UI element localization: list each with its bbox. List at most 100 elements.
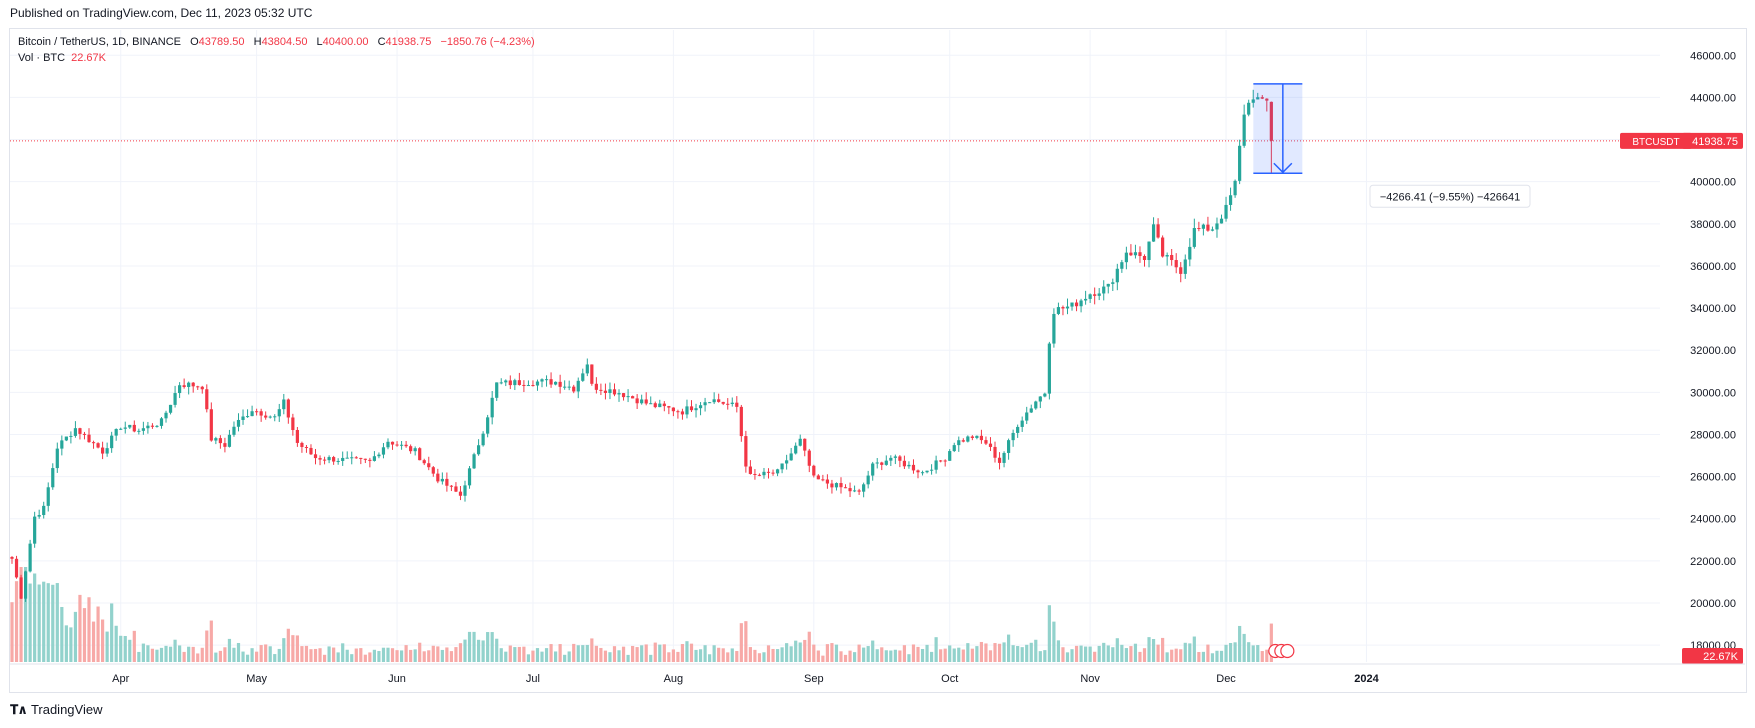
volume-bar	[264, 644, 268, 662]
candle-body	[187, 382, 191, 388]
volume-bar	[594, 645, 598, 662]
measure-tool[interactable]: −4266.41 (−9.55%) −426641	[1253, 83, 1531, 208]
volume-bar	[1129, 646, 1133, 662]
low-value: 40400.00	[322, 36, 369, 48]
volume-bar	[1215, 650, 1219, 662]
volume-bar	[803, 639, 807, 662]
volume-bar	[386, 647, 390, 662]
tradingview-brand[interactable]: 𝐓∧ TradingView	[10, 702, 102, 718]
price-tick-label: 40000.00	[1690, 177, 1736, 189]
candle-body	[504, 380, 508, 383]
candle-body	[259, 411, 263, 416]
volume-bar	[1124, 648, 1128, 662]
legend-volume-row: Vol · BTC 22.67K	[18, 50, 535, 66]
volume-bar	[757, 653, 762, 662]
candle-body	[558, 381, 562, 387]
candle-body	[1056, 307, 1061, 314]
volume-tag-box	[1682, 648, 1743, 664]
candle-body	[576, 380, 580, 392]
volume-bar	[55, 583, 59, 662]
volume-bar	[1224, 644, 1228, 662]
candle-body	[55, 448, 59, 469]
candle-body	[291, 417, 295, 431]
close-key: C	[377, 36, 386, 48]
candle-body	[481, 433, 485, 446]
high-value: 43804.50	[261, 36, 308, 48]
candle-body	[911, 464, 916, 471]
volume-bar	[422, 651, 426, 662]
candle-body	[91, 442, 96, 444]
volume-bar	[1025, 644, 1029, 662]
volume-bar	[51, 584, 55, 662]
candle-body	[409, 446, 413, 452]
volume-bar	[23, 567, 28, 662]
volume-bar	[993, 643, 997, 662]
volume-bar	[508, 645, 512, 662]
volume-bar	[671, 649, 675, 662]
volume-bar	[1093, 651, 1097, 662]
price-tick-label: 20000.00	[1690, 598, 1736, 610]
candle-body	[1111, 282, 1115, 284]
candle-body	[69, 435, 73, 437]
time-tick-label: Oct	[941, 673, 958, 685]
candle-body	[395, 444, 399, 446]
candle-body	[952, 445, 956, 452]
candle-body	[508, 380, 512, 386]
candle-body	[218, 438, 222, 444]
candle-body	[780, 463, 784, 470]
candle-body	[590, 364, 594, 384]
candle-body	[209, 409, 213, 441]
chart-frame	[9, 28, 1747, 693]
candle-body	[28, 543, 32, 572]
volume-bar	[1238, 625, 1242, 662]
candle-body	[929, 469, 934, 471]
volume-bar	[304, 645, 309, 662]
volume-bar	[825, 644, 829, 662]
candle-body	[96, 443, 100, 448]
volume-value: 22.67K	[71, 52, 106, 64]
volume-bar	[748, 647, 752, 662]
candle-body	[377, 454, 381, 457]
candle-body	[948, 451, 952, 461]
candle-body	[304, 447, 309, 449]
price-tick-label: 44000.00	[1690, 92, 1736, 104]
candle-body	[712, 399, 716, 403]
volume-bar	[60, 606, 64, 662]
volume-bar	[141, 643, 145, 662]
volume-bar	[1029, 642, 1033, 662]
volume-bar	[499, 648, 503, 662]
volume-bar	[1079, 645, 1083, 662]
price-tick-label: 30000.00	[1690, 387, 1736, 399]
candle-body	[744, 436, 748, 467]
candle-body	[517, 380, 521, 385]
candle-body	[1142, 256, 1147, 261]
volume-bar	[979, 641, 984, 662]
candle-body	[1179, 267, 1183, 274]
volume-bar	[929, 651, 934, 662]
candle-body	[499, 382, 503, 384]
volume-bar	[173, 639, 177, 662]
volume-bar	[694, 649, 698, 662]
measure-label-box	[1369, 184, 1531, 208]
volume-bar	[395, 650, 399, 662]
volume-bar	[1179, 649, 1183, 662]
high-key: H	[253, 36, 262, 48]
volume-bar	[381, 647, 386, 662]
volume-bar	[1038, 651, 1042, 662]
candle-body	[535, 381, 540, 386]
volume-bar	[128, 639, 132, 662]
candle-body	[1043, 393, 1047, 397]
volume-bar	[621, 646, 626, 662]
volume-bar	[200, 647, 204, 662]
candle-body	[957, 440, 961, 446]
candle-body	[735, 402, 739, 407]
candle-body	[73, 428, 78, 436]
candle-body	[309, 447, 313, 455]
volume-bar	[780, 647, 784, 662]
candle-body	[390, 441, 395, 445]
volume-bar	[196, 653, 200, 662]
candle-body	[1097, 293, 1101, 296]
volume-bar	[1133, 643, 1138, 662]
time-tick-label: Nov	[1080, 673, 1100, 685]
